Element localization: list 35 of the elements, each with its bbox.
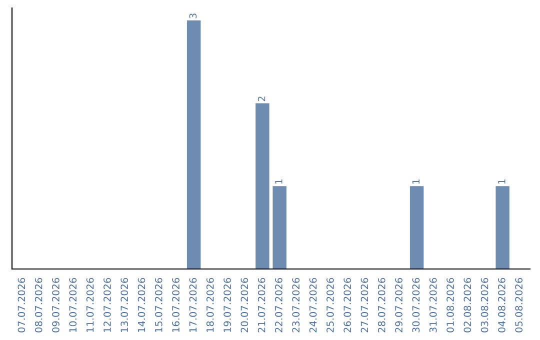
x-tick-label: 09.07.2026 — [52, 278, 60, 332]
x-tick-label: 10.07.2026 — [69, 278, 77, 332]
x-tick-label: 20.07.2026 — [240, 278, 248, 332]
data-label: 2 — [258, 96, 266, 102]
x-tick-label: 17.07.2026 — [189, 278, 197, 332]
data-label: 1 — [275, 179, 282, 184]
x-tick-label: 23.07.2026 — [292, 278, 300, 332]
data-label: 1 — [498, 179, 506, 184]
x-tick-label: 04.08.2026 — [498, 278, 506, 332]
x-tick-label: 11.07.2026 — [86, 278, 94, 332]
x-tick-label: 18.07.2026 — [206, 278, 214, 332]
x-tick-label: 27.07.2026 — [360, 278, 368, 332]
x-tick-label: 25.07.2026 — [326, 278, 334, 332]
x-tick-label: 28.07.2026 — [378, 278, 386, 332]
x-tick-label: 07.07.2026 — [18, 278, 26, 332]
x-tick-label: 29.07.2026 — [395, 278, 402, 332]
x-tick-label: 22.07.2026 — [275, 278, 282, 332]
x-tick-label: 13.07.2026 — [120, 278, 128, 332]
x-tick-label: 14.07.2026 — [138, 278, 146, 332]
data-label: 3 — [189, 14, 197, 18]
x-tick-label: 15.07.2026 — [154, 278, 162, 332]
x-tick-label: 31.07.2026 — [429, 278, 437, 332]
x-tick-label: 03.08.2026 — [480, 278, 488, 332]
x-tick-label: 01.08.2026 — [446, 278, 454, 332]
x-tick-label: 21.07.2026 — [258, 278, 266, 332]
x-tick-label: 24.07.2026 — [309, 278, 317, 332]
x-tick-label: 16.07.2026 — [172, 278, 180, 332]
x-tick-label: 08.07.2026 — [34, 278, 42, 332]
data-label: 1 — [412, 179, 420, 184]
x-tick-label: 05.08.2026 — [515, 278, 523, 332]
x-tick-label: 12.07.2026 — [104, 278, 111, 332]
x-tick-label: 02.08.2026 — [464, 278, 472, 332]
x-tick-label: 19.07.2026 — [224, 278, 231, 332]
x-tick-label: 30.07.2026 — [412, 278, 420, 332]
x-tick-label: 26.07.2026 — [344, 278, 352, 332]
